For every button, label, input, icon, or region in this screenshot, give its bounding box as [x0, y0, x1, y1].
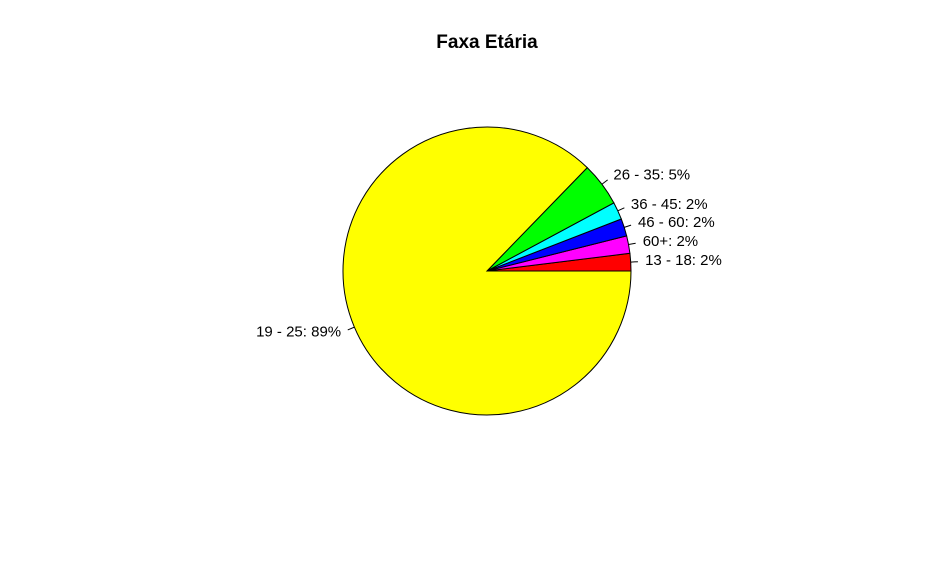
chart-title: Faxa Etária — [436, 32, 538, 53]
slice-label: 60+: 2% — [643, 233, 698, 250]
slice-label: 13 - 18: 2% — [645, 252, 722, 269]
label-tick — [624, 224, 632, 228]
slice-label: 19 - 25: 89% — [256, 324, 341, 341]
label-tick — [601, 179, 608, 185]
label-tick — [628, 242, 636, 246]
label-tick — [347, 326, 355, 331]
label-ticks — [347, 179, 638, 331]
pie-slice — [342, 126, 632, 416]
slice-label: 26 - 35: 5% — [613, 167, 690, 184]
slice-label: 36 - 45: 2% — [631, 196, 708, 213]
slice-label: 46 - 60: 2% — [638, 214, 715, 231]
slice-labels: 13 - 18: 2% 60+: 2% 46 - 60: 2%36 - 45: 2%… — [256, 167, 722, 341]
label-tick — [617, 207, 625, 212]
pie-slices — [342, 126, 632, 416]
